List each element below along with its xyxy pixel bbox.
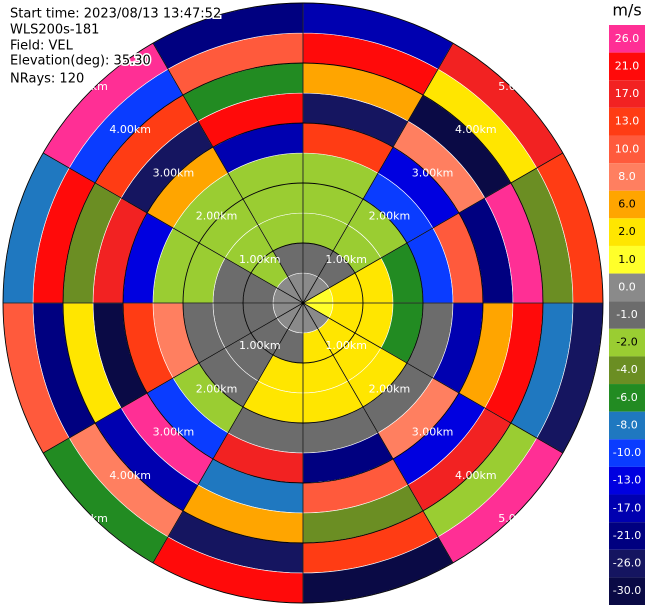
colorbar-tick-label: -26.0 bbox=[613, 557, 641, 570]
range-label: 5.00km bbox=[66, 512, 108, 525]
ppi-plot bbox=[2, 2, 604, 604]
colorbar-band bbox=[609, 218, 645, 246]
spoke bbox=[302, 302, 454, 564]
colorbar-band bbox=[609, 163, 645, 191]
range-label: 3.00km bbox=[412, 426, 454, 439]
range-ring bbox=[182, 182, 424, 424]
range-ring bbox=[122, 122, 484, 484]
colorbar-title: m/s bbox=[612, 1, 641, 20]
range-ring bbox=[62, 62, 544, 544]
colorbar-band bbox=[609, 577, 645, 605]
colorbar-tick-label: -17.0 bbox=[613, 501, 641, 514]
colorbar-tick-label: 13.0 bbox=[615, 115, 640, 128]
range-label: 2.00km bbox=[369, 382, 411, 395]
range-label: 5.00km bbox=[498, 512, 540, 525]
colorbar-tick-label: 10.0 bbox=[615, 142, 640, 155]
header-line: Field: VEL bbox=[10, 39, 74, 54]
range-label: 3.00km bbox=[153, 426, 195, 439]
colorbar-tick-label: -10.0 bbox=[613, 446, 641, 459]
range-ring bbox=[242, 242, 364, 364]
range-label: 4.00km bbox=[455, 123, 497, 136]
colorbar-tick-label: 17.0 bbox=[615, 87, 640, 100]
range-label: 1.00km bbox=[325, 253, 367, 266]
colorbar-band bbox=[609, 135, 645, 164]
colorbar-band bbox=[609, 466, 645, 495]
colorbar: m/s 26.0 21.0 17.0 13.0 10.0 8.0 6.0 2.0 1.0 0.0 -1… bbox=[609, 1, 645, 605]
colorbar-tick-label: -2.0 bbox=[616, 336, 637, 349]
colorbar-band bbox=[609, 411, 645, 440]
colorbar-band bbox=[609, 439, 645, 467]
header-line: Elevation(deg): 35.30 bbox=[10, 54, 151, 69]
colorbar-band bbox=[609, 522, 645, 550]
colorbar-tick-label: 0.0 bbox=[618, 280, 636, 293]
range-label: 1.00km bbox=[239, 253, 281, 266]
range-ring bbox=[2, 2, 604, 604]
colorbar-tick-label: -4.0 bbox=[616, 363, 637, 376]
spoke bbox=[302, 42, 454, 304]
range-label: 2.00km bbox=[369, 210, 411, 223]
header-line: Start time: 2023/08/13 13:47:52 bbox=[10, 7, 221, 22]
range-label: 1.00km bbox=[239, 339, 281, 352]
range-label: 4.00km bbox=[455, 469, 497, 482]
colorbar-tick-label: -13.0 bbox=[613, 474, 641, 487]
colorbar-band bbox=[609, 190, 645, 219]
colorbar-tick-label: -1.0 bbox=[616, 308, 637, 321]
range-label: 3.00km bbox=[153, 166, 195, 179]
range-label: 3.00km bbox=[412, 166, 454, 179]
colorbar-tick-label: -21.0 bbox=[613, 529, 641, 542]
colorbar-band bbox=[609, 80, 645, 108]
colorbar-band bbox=[609, 549, 645, 578]
colorbar-band bbox=[609, 273, 645, 302]
colorbar-band bbox=[609, 52, 645, 81]
spoke bbox=[42, 152, 304, 304]
colorbar-band bbox=[609, 356, 645, 385]
colorbar-tick-label: 6.0 bbox=[618, 198, 636, 211]
spoke bbox=[302, 152, 564, 304]
header-line: WLS200s-181 bbox=[10, 23, 99, 38]
range-label: 5.00km bbox=[498, 80, 540, 93]
colorbar-tick-label: 21.0 bbox=[615, 59, 640, 72]
spoke bbox=[152, 42, 304, 304]
header-line: NRays: 120 bbox=[10, 72, 84, 87]
range-label: 2.00km bbox=[196, 210, 238, 223]
colorbar-band bbox=[609, 301, 645, 329]
range-label: 1.00km bbox=[325, 339, 367, 352]
range-label: 4.00km bbox=[109, 469, 151, 482]
colorbar-band bbox=[609, 494, 645, 523]
range-label: 4.00km bbox=[109, 123, 151, 136]
overlay: 1.00km 1.00km 1.00km 1.00km 2.00km 2.00km 2.00… bbox=[2, 2, 604, 604]
colorbar-band bbox=[609, 384, 645, 412]
range-label: 5.00km bbox=[66, 80, 108, 93]
colorbar-band bbox=[609, 107, 645, 136]
colorbar-tick-label: 2.0 bbox=[618, 225, 636, 238]
range-label: 2.00km bbox=[196, 382, 238, 395]
header: Start time: 2023/08/13 13:47:52WLS200s-1… bbox=[9, 5, 223, 88]
colorbar-band bbox=[609, 328, 645, 357]
colorbar-tick-label: 8.0 bbox=[618, 170, 636, 183]
colorbar-tick-label: -6.0 bbox=[616, 391, 637, 404]
spoke bbox=[42, 302, 304, 454]
colorbar-tick-label: 26.0 bbox=[615, 32, 640, 45]
colorbar-tick-label: -8.0 bbox=[616, 418, 637, 431]
colorbar-tick-label: 1.0 bbox=[618, 253, 636, 266]
colorbar-tick-label: -30.0 bbox=[613, 584, 641, 597]
colorbar-band bbox=[609, 25, 645, 53]
colorbar-band bbox=[609, 245, 645, 274]
spoke bbox=[152, 302, 304, 564]
spoke bbox=[302, 302, 564, 454]
